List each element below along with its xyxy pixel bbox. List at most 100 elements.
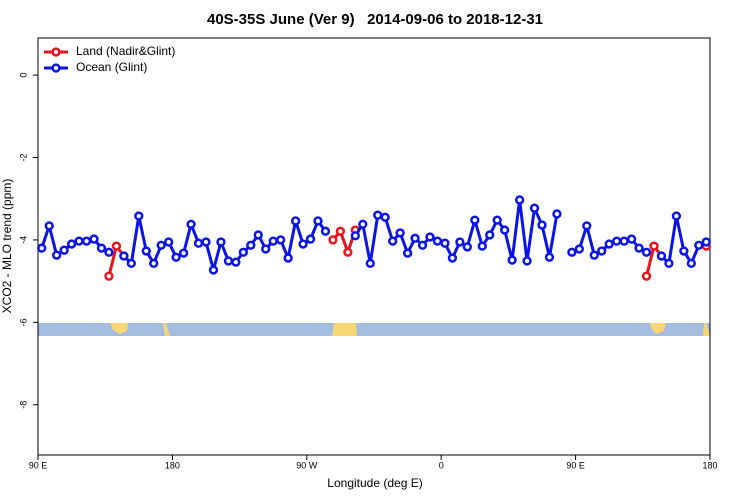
data-point — [462, 242, 472, 252]
data-point — [290, 216, 301, 226]
data-point — [507, 255, 517, 265]
data-point — [276, 235, 286, 245]
data-point — [574, 244, 584, 254]
data-point — [402, 248, 413, 258]
data-point — [604, 239, 614, 249]
data-point — [432, 236, 443, 246]
data-point — [656, 251, 667, 261]
data-point — [119, 251, 129, 261]
data-point — [514, 195, 525, 205]
data-point — [373, 210, 383, 220]
data-point — [470, 215, 480, 225]
data-point — [111, 241, 122, 251]
data-point — [641, 247, 652, 257]
data-point — [246, 240, 256, 250]
data-point — [335, 226, 346, 236]
data-point — [156, 240, 166, 250]
data-point — [619, 236, 629, 246]
data-point — [455, 237, 465, 247]
data-point — [694, 240, 704, 250]
x-tick-label: 180 — [165, 460, 180, 470]
legend-marker — [51, 47, 61, 57]
x-tick-label: 180 — [702, 460, 717, 470]
data-point — [626, 234, 637, 244]
y-tick-label: -4 — [18, 236, 28, 244]
data-point — [96, 243, 107, 253]
data-point — [701, 237, 711, 247]
data-point — [552, 209, 562, 219]
data-point — [320, 226, 331, 236]
data-point — [522, 256, 532, 266]
data-point — [283, 253, 293, 263]
data-point — [612, 236, 622, 246]
data-point — [500, 225, 510, 235]
data-point — [223, 256, 234, 266]
data-point — [664, 258, 674, 269]
legend-marker — [51, 63, 61, 73]
x-tick-label: 90 E — [29, 460, 48, 470]
data-point — [201, 237, 211, 247]
series-line — [331, 229, 357, 254]
data-point — [74, 236, 84, 246]
data-point — [193, 238, 204, 248]
data-point — [268, 236, 278, 246]
data-point — [37, 243, 47, 253]
legend-label: Land (Nadir&Glint) — [76, 44, 175, 58]
data-point — [134, 211, 144, 221]
data-point — [178, 248, 189, 258]
data-point — [231, 257, 241, 267]
data-point — [52, 250, 62, 260]
data-point — [350, 231, 360, 241]
data-point — [485, 230, 495, 240]
data-point — [164, 237, 174, 247]
data-point — [298, 239, 308, 249]
data-point — [358, 219, 368, 229]
data-point — [104, 247, 114, 257]
y-tick-label: 0 — [18, 73, 28, 78]
data-point — [59, 245, 69, 255]
data-point — [649, 241, 659, 251]
legend: Land (Nadir&Glint) Ocean (Glint) — [44, 44, 175, 74]
data-point — [313, 216, 323, 226]
data-point — [261, 244, 271, 254]
data-point — [305, 234, 316, 244]
y-tick-label: -6 — [18, 318, 28, 326]
data-point — [567, 247, 577, 257]
data-point — [395, 228, 405, 238]
map-strip — [38, 323, 710, 336]
data-point — [529, 203, 540, 213]
x-tick-label: 90 W — [296, 460, 318, 470]
x-tick-label: 90 E — [566, 460, 585, 470]
data-point — [171, 252, 181, 262]
data-point — [388, 236, 398, 246]
data-point — [597, 246, 607, 256]
chart-title: 40S-35S June (Ver 9) 2014-09-06 to 2018-… — [207, 11, 543, 28]
data-point — [343, 247, 353, 257]
data-point — [89, 234, 99, 244]
x-tick-label: 0 — [439, 460, 444, 470]
y-tick-label: -8 — [18, 401, 28, 409]
land-shape — [110, 323, 128, 334]
series-line — [122, 214, 327, 272]
data-point — [589, 250, 599, 260]
data-point — [208, 265, 219, 275]
data-point — [44, 221, 54, 231]
land-shape — [163, 323, 170, 336]
ocean-strip — [38, 323, 710, 336]
data-point — [365, 258, 375, 269]
y-tick-label: -2 — [18, 153, 28, 161]
data-point — [641, 271, 652, 281]
data-point — [253, 230, 263, 240]
data-point — [238, 247, 248, 257]
y-axis-label: XCO2 - MLO trend (ppm) — [0, 179, 14, 314]
series-line — [354, 198, 559, 265]
series-line — [660, 214, 707, 265]
data-point — [440, 238, 450, 248]
x-axis-label: Longitude (deg E) — [327, 476, 422, 490]
data-point — [81, 236, 92, 246]
data-point — [417, 240, 428, 250]
data-point — [679, 246, 689, 256]
data-point — [216, 237, 226, 247]
data-point — [671, 211, 682, 221]
